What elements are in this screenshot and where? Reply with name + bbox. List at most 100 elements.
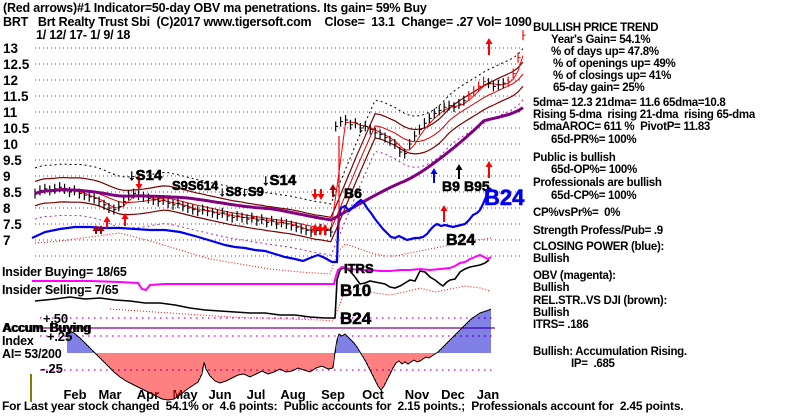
chart-annotation: B24 xyxy=(340,309,372,328)
ticker-header: BRT Brt Realty Trust Sbi (C)2017 www.tig… xyxy=(3,15,532,29)
analysis-panel-line: Bullish xyxy=(533,307,570,319)
insider-selling-label: Insider Selling= 7/65 xyxy=(2,283,119,297)
up-arrowhead-icon xyxy=(97,225,105,231)
x-axis-month-label: Jul xyxy=(247,387,266,402)
up-arrowhead-icon xyxy=(485,161,493,167)
ma21-line xyxy=(34,73,524,231)
footer-summary: For Last year stock changed 54.1% or 4.6… xyxy=(2,399,684,413)
chart-annotation: ITRS xyxy=(344,261,374,276)
analysis-panel-line: 65d-OP%= 100% xyxy=(551,164,637,176)
chart-annotation: B9 xyxy=(442,178,460,194)
up-arrowhead-icon xyxy=(455,164,463,170)
x-axis-month-label: Dec xyxy=(441,387,465,402)
analysis-panel-line: CLOSING POWER (blue): xyxy=(533,241,665,253)
y-axis-tick-label: 11.5 xyxy=(3,89,29,104)
upper-price-band xyxy=(34,85,524,243)
analysis-panel-line: IP= .685 xyxy=(571,358,615,370)
y-axis-tick-label: 9 xyxy=(3,169,11,184)
up-arrowhead-icon xyxy=(485,38,493,44)
up-arrowhead-icon xyxy=(440,205,448,211)
analysis-panel-line: CP%vsPr%= 0% xyxy=(533,207,621,219)
chart-annotation: ↓S8↓S9 xyxy=(219,184,264,199)
analysis-panel-line: Bullish xyxy=(533,282,570,294)
accum-index-label-1: Accum. Buying xyxy=(2,321,91,335)
analysis-panel-line: Strength Profess/Pub= .9 xyxy=(533,225,663,237)
chart-annotation: B6 xyxy=(344,185,362,201)
analysis-panel-line: Public is bullish xyxy=(533,152,616,164)
analysis-panel-line: Rising 5-dma rising 21-dma rising 65-dma xyxy=(533,109,755,121)
y-axis-tick-label: 10 xyxy=(3,137,18,152)
x-axis-month-label: May xyxy=(172,387,198,402)
relative-strength-line xyxy=(34,259,490,319)
accum-index-label-2: Index xyxy=(2,334,34,348)
x-axis-month-label: Jan xyxy=(477,387,499,402)
x-axis-month-label: Feb xyxy=(63,387,86,402)
y-axis-tick-label: 12 xyxy=(3,73,18,88)
y-axis-tick-label: 10.5 xyxy=(3,121,30,136)
lower-price-band xyxy=(34,61,524,219)
chart-annotation: B10 xyxy=(340,281,371,300)
analysis-panel-line: 65d-CP%= 100% xyxy=(551,190,637,202)
analysis-panel-line: REL.STR..VS DJI (brown): xyxy=(533,295,667,307)
analysis-panel-line: % of days up= 47.8% xyxy=(551,46,659,58)
analysis-panel-line: % of closings up= 41% xyxy=(553,70,671,82)
up-arrowhead-icon xyxy=(430,168,438,174)
x-axis-month-label: Mar xyxy=(98,387,121,402)
ma65-line xyxy=(34,106,524,222)
up-arrowhead-icon xyxy=(316,224,324,230)
y-axis-tick-label: 7.5 xyxy=(3,217,22,232)
up-arrowhead-icon xyxy=(311,224,319,230)
accum-index-value: AI= 53/200 xyxy=(2,347,62,361)
chart-annotation: ↓S14 xyxy=(262,172,297,189)
date-range: 1/ 12/ 17- 1/ 9/ 18 xyxy=(36,28,131,42)
analysis-panel-line: BULLISH PRICE TREND xyxy=(533,22,659,34)
chart-annotation: ↓S14 xyxy=(128,167,163,184)
analysis-panel-line: Bullish xyxy=(533,253,570,265)
analysis-panel-line: Professionals are bullish xyxy=(533,177,662,189)
x-axis-month-label: Aug xyxy=(280,387,305,402)
ma5-line xyxy=(34,55,524,232)
x-axis-month-label: Oct xyxy=(362,387,384,402)
chart-annotation: S9S614 xyxy=(172,178,219,193)
x-axis-month-label: Jun xyxy=(208,387,231,402)
y-axis-tick-label: 11 xyxy=(3,105,18,120)
analysis-panel-line: 5dma= 12.3 21dma= 11.6 65dma=10.8 xyxy=(533,97,726,109)
up-arrowhead-icon xyxy=(92,225,100,231)
up-arrowhead-icon xyxy=(103,216,111,222)
down-arrowhead-icon xyxy=(135,184,143,190)
x-axis-month-label: Sep xyxy=(321,387,345,402)
chart-annotation: B95 xyxy=(464,178,490,194)
analysis-panel-line: 65d-PR%= 100% xyxy=(551,134,637,146)
red-dotted-indicator-a xyxy=(34,232,492,275)
analysis-panel-line: Bullish: Accumulation Rising. xyxy=(533,346,687,358)
y-axis-tick-label: 9.5 xyxy=(3,153,22,168)
analysis-panel-line: % of openings up= 49% xyxy=(553,58,676,70)
level-minus25-label: -.25 xyxy=(41,361,63,376)
y-axis-tick-label: 7 xyxy=(3,233,11,248)
up-arrowhead-icon xyxy=(329,184,337,190)
x-axis-month-label: Nov xyxy=(405,387,430,402)
down-arrowhead-icon xyxy=(317,194,325,200)
indicator-header: (Red arrows)#1 Indicator=50-day OBV ma p… xyxy=(3,1,427,15)
y-axis-tick-label: 13 xyxy=(3,41,19,56)
up-arrowhead-icon xyxy=(121,213,129,219)
y-axis-tick-label: 8.5 xyxy=(3,185,22,200)
insider-buying-label: Insider Buying= 18/65 xyxy=(2,265,127,279)
accum-index-envelope-line xyxy=(67,308,492,401)
analysis-panel-line: Year's Gain= 54.1% xyxy=(551,34,651,46)
up-arrowhead-icon xyxy=(321,224,329,230)
y-axis-tick-label: 8 xyxy=(3,201,11,216)
level-plus50-label: +.50 xyxy=(43,311,68,326)
analysis-panel-line: OBV (magenta): xyxy=(533,270,616,282)
analysis-panel-line: 65-day gain= 25% xyxy=(553,82,645,94)
chart-annotation: B24 xyxy=(446,232,475,249)
down-arrowhead-icon xyxy=(311,194,319,200)
closing-power-line xyxy=(31,187,492,264)
obv-line xyxy=(32,253,492,292)
analysis-panel-line: 5dmaAROC= 611 % PivotP= 11.83 xyxy=(533,121,711,133)
analysis-panel-line: ITRS= .186 xyxy=(533,319,589,331)
red-dotted-indicator-b xyxy=(109,285,491,322)
y-axis-tick-label: 12.5 xyxy=(3,57,30,72)
